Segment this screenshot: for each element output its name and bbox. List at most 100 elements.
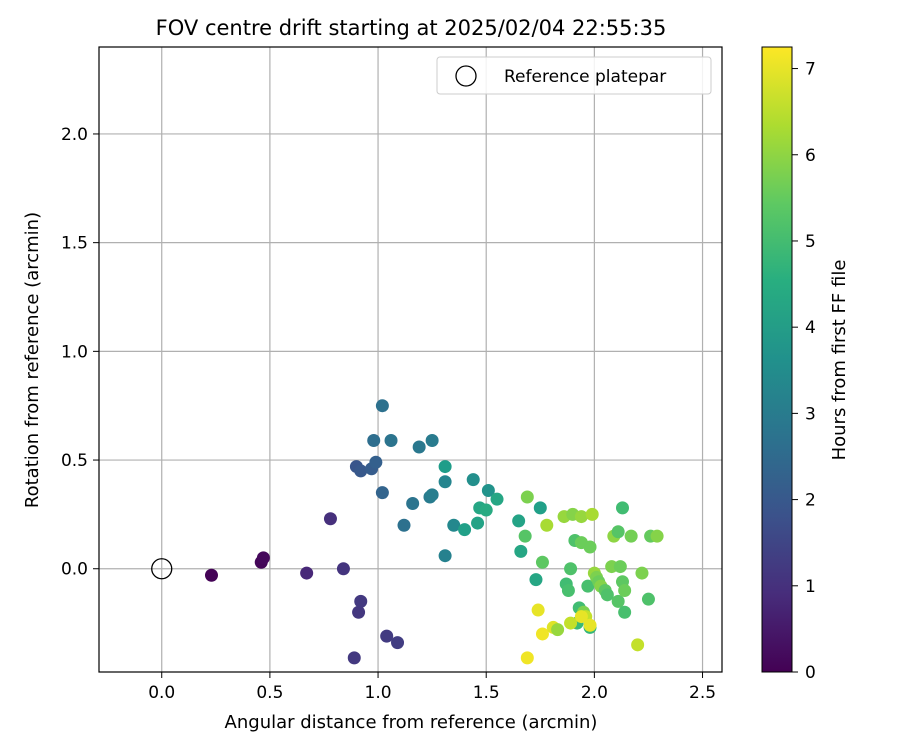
x-tick-label: 2.5	[689, 683, 716, 703]
data-point	[518, 529, 532, 543]
colorbar-tick-label: 5	[805, 232, 816, 252]
data-point	[561, 583, 575, 597]
data-point	[481, 483, 495, 497]
data-point	[375, 399, 389, 413]
data-point	[540, 518, 554, 532]
data-point	[631, 638, 645, 652]
data-point	[397, 518, 411, 532]
x-tick-label: 2.0	[581, 683, 608, 703]
data-point	[204, 568, 218, 582]
data-point	[438, 460, 452, 474]
plot-frame	[98, 46, 723, 673]
data-point	[425, 488, 439, 502]
data-point	[635, 566, 649, 580]
colorbar: 0 1 2 3 4 5 6 7 Hours from first FF file	[761, 46, 850, 683]
data-point	[624, 529, 638, 543]
data-point	[529, 573, 543, 587]
reference-platepar-marker	[151, 558, 173, 580]
x-axis-label: Angular distance from reference (arcmin)	[225, 712, 598, 733]
data-point	[533, 501, 547, 515]
data-point	[535, 627, 549, 641]
legend-marker-reference	[455, 65, 477, 87]
data-point	[520, 490, 534, 504]
data-point	[611, 594, 625, 608]
data-point	[581, 579, 595, 593]
x-tick-label: 1.0	[365, 683, 392, 703]
y-tick-label: 2.0	[61, 125, 88, 145]
colorbar-label: Hours from first FF file	[829, 260, 850, 461]
data-point	[600, 588, 614, 602]
data-point	[412, 440, 426, 454]
y-tick-label: 0.5	[61, 451, 88, 471]
data-point	[466, 473, 480, 487]
legend-box	[436, 56, 712, 95]
data-point	[531, 603, 545, 617]
data-points	[204, 399, 664, 665]
data-point	[520, 651, 534, 665]
data-point	[613, 560, 627, 574]
data-point	[354, 594, 368, 608]
colorbar-tick-label: 0	[805, 663, 816, 683]
data-point	[384, 433, 398, 447]
data-point	[574, 610, 588, 624]
data-point	[375, 486, 389, 500]
x-tick-label: 0.5	[256, 683, 283, 703]
data-point	[425, 433, 439, 447]
y-tick-label: 1.5	[61, 234, 88, 254]
y-axis-label: Rotation from reference (arcmin)	[22, 212, 43, 508]
data-point	[323, 512, 337, 526]
data-point	[490, 492, 504, 506]
data-point	[336, 562, 350, 576]
data-point	[618, 583, 632, 597]
colorbar-tick-label: 6	[805, 146, 816, 166]
data-point	[551, 623, 565, 637]
colorbar-tick-label: 4	[805, 318, 816, 338]
data-point	[367, 433, 381, 447]
y-tick-label: 1.0	[61, 342, 88, 362]
data-point	[574, 510, 588, 524]
colorbar-ticks: 0 1 2 3 4 5 6 7	[792, 60, 816, 683]
data-point	[256, 551, 270, 565]
colorbar-tick-label: 3	[805, 404, 816, 424]
data-point	[438, 549, 452, 563]
data-point	[650, 529, 664, 543]
data-point	[641, 592, 655, 606]
data-point	[406, 497, 420, 511]
data-point	[447, 518, 461, 532]
data-point	[585, 507, 599, 521]
data-point	[583, 540, 597, 554]
data-point	[512, 514, 526, 528]
grid	[99, 47, 722, 672]
colorbar-tick-label: 2	[805, 491, 816, 511]
data-point	[380, 629, 394, 643]
x-axis-ticks: 0.0 0.5 1.0 1.5 2.0 2.5	[148, 672, 716, 703]
data-point	[615, 501, 629, 515]
legend-label-reference: Reference platepar	[504, 67, 666, 87]
data-point	[300, 566, 314, 580]
colorbar-gradient	[761, 46, 793, 673]
y-tick-label: 0.0	[61, 560, 88, 580]
data-point	[611, 525, 625, 539]
colorbar-tick-label: 7	[805, 60, 816, 80]
data-point	[391, 636, 405, 650]
x-tick-label: 0.0	[148, 683, 175, 703]
legend: Reference platepar	[436, 56, 712, 95]
colorbar-tick-label: 1	[805, 577, 816, 597]
data-point	[514, 544, 528, 558]
data-point	[352, 605, 366, 619]
chart-title: FOV centre drift starting at 2025/02/04 …	[156, 16, 667, 40]
data-point	[471, 516, 485, 530]
data-point	[564, 616, 578, 630]
data-point	[618, 605, 632, 619]
data-point	[354, 464, 368, 478]
data-point	[535, 555, 549, 569]
data-point	[564, 562, 578, 576]
x-tick-label: 1.5	[473, 683, 500, 703]
data-point	[369, 455, 383, 469]
data-point	[438, 475, 452, 489]
data-point	[583, 618, 597, 632]
data-point	[479, 503, 493, 517]
data-point	[347, 651, 361, 665]
y-axis-ticks: 0.0 0.5 1.0 1.5 2.0	[61, 125, 99, 580]
